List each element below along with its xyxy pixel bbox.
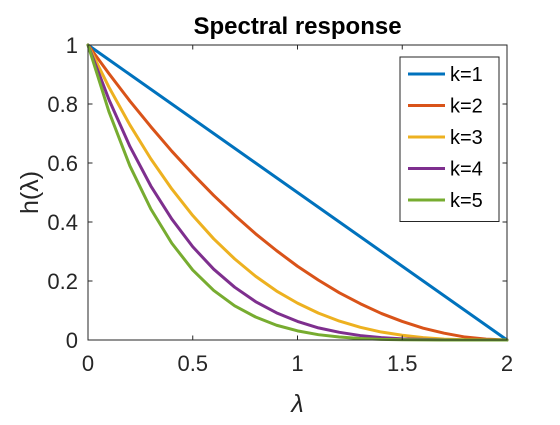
x-tick-label: 0: [82, 351, 94, 376]
legend-label-k2: k=2: [450, 96, 483, 118]
x-tick-label: 1: [291, 351, 303, 376]
y-tick-label: 0.2: [47, 269, 78, 294]
legend-label-k1: k=1: [450, 64, 483, 86]
y-axis-title: h(λ): [16, 171, 44, 214]
legend: k=1 k=2 k=3 k=4 k=5: [399, 56, 500, 222]
x-tick-label: 2: [501, 351, 513, 376]
x-tick-label: 1.5: [387, 351, 418, 376]
y-tick-label: 1: [66, 33, 78, 58]
x-tick-label: 0.5: [177, 351, 208, 376]
y-tick-label: 0.6: [47, 151, 78, 176]
y-tick-label: 0: [66, 328, 78, 353]
y-tick-label: 0.4: [47, 210, 78, 235]
legend-label-k3: k=3: [450, 127, 483, 149]
x-axis-title: λ: [289, 390, 303, 418]
series-line-k2: [86, 43, 509, 342]
ticks-layer: 0 0.5 1 1.5 2 0 0.2 0.4 0.6 0.8 1: [47, 33, 513, 376]
y-tick-label: 0.8: [47, 92, 78, 117]
legend-label-k4: k=4: [450, 159, 483, 181]
chart-title: Spectral response: [193, 13, 401, 40]
series-line-k1: [86, 43, 509, 342]
legend-box: [399, 56, 500, 222]
legend-label-k5: k=5: [450, 190, 483, 212]
